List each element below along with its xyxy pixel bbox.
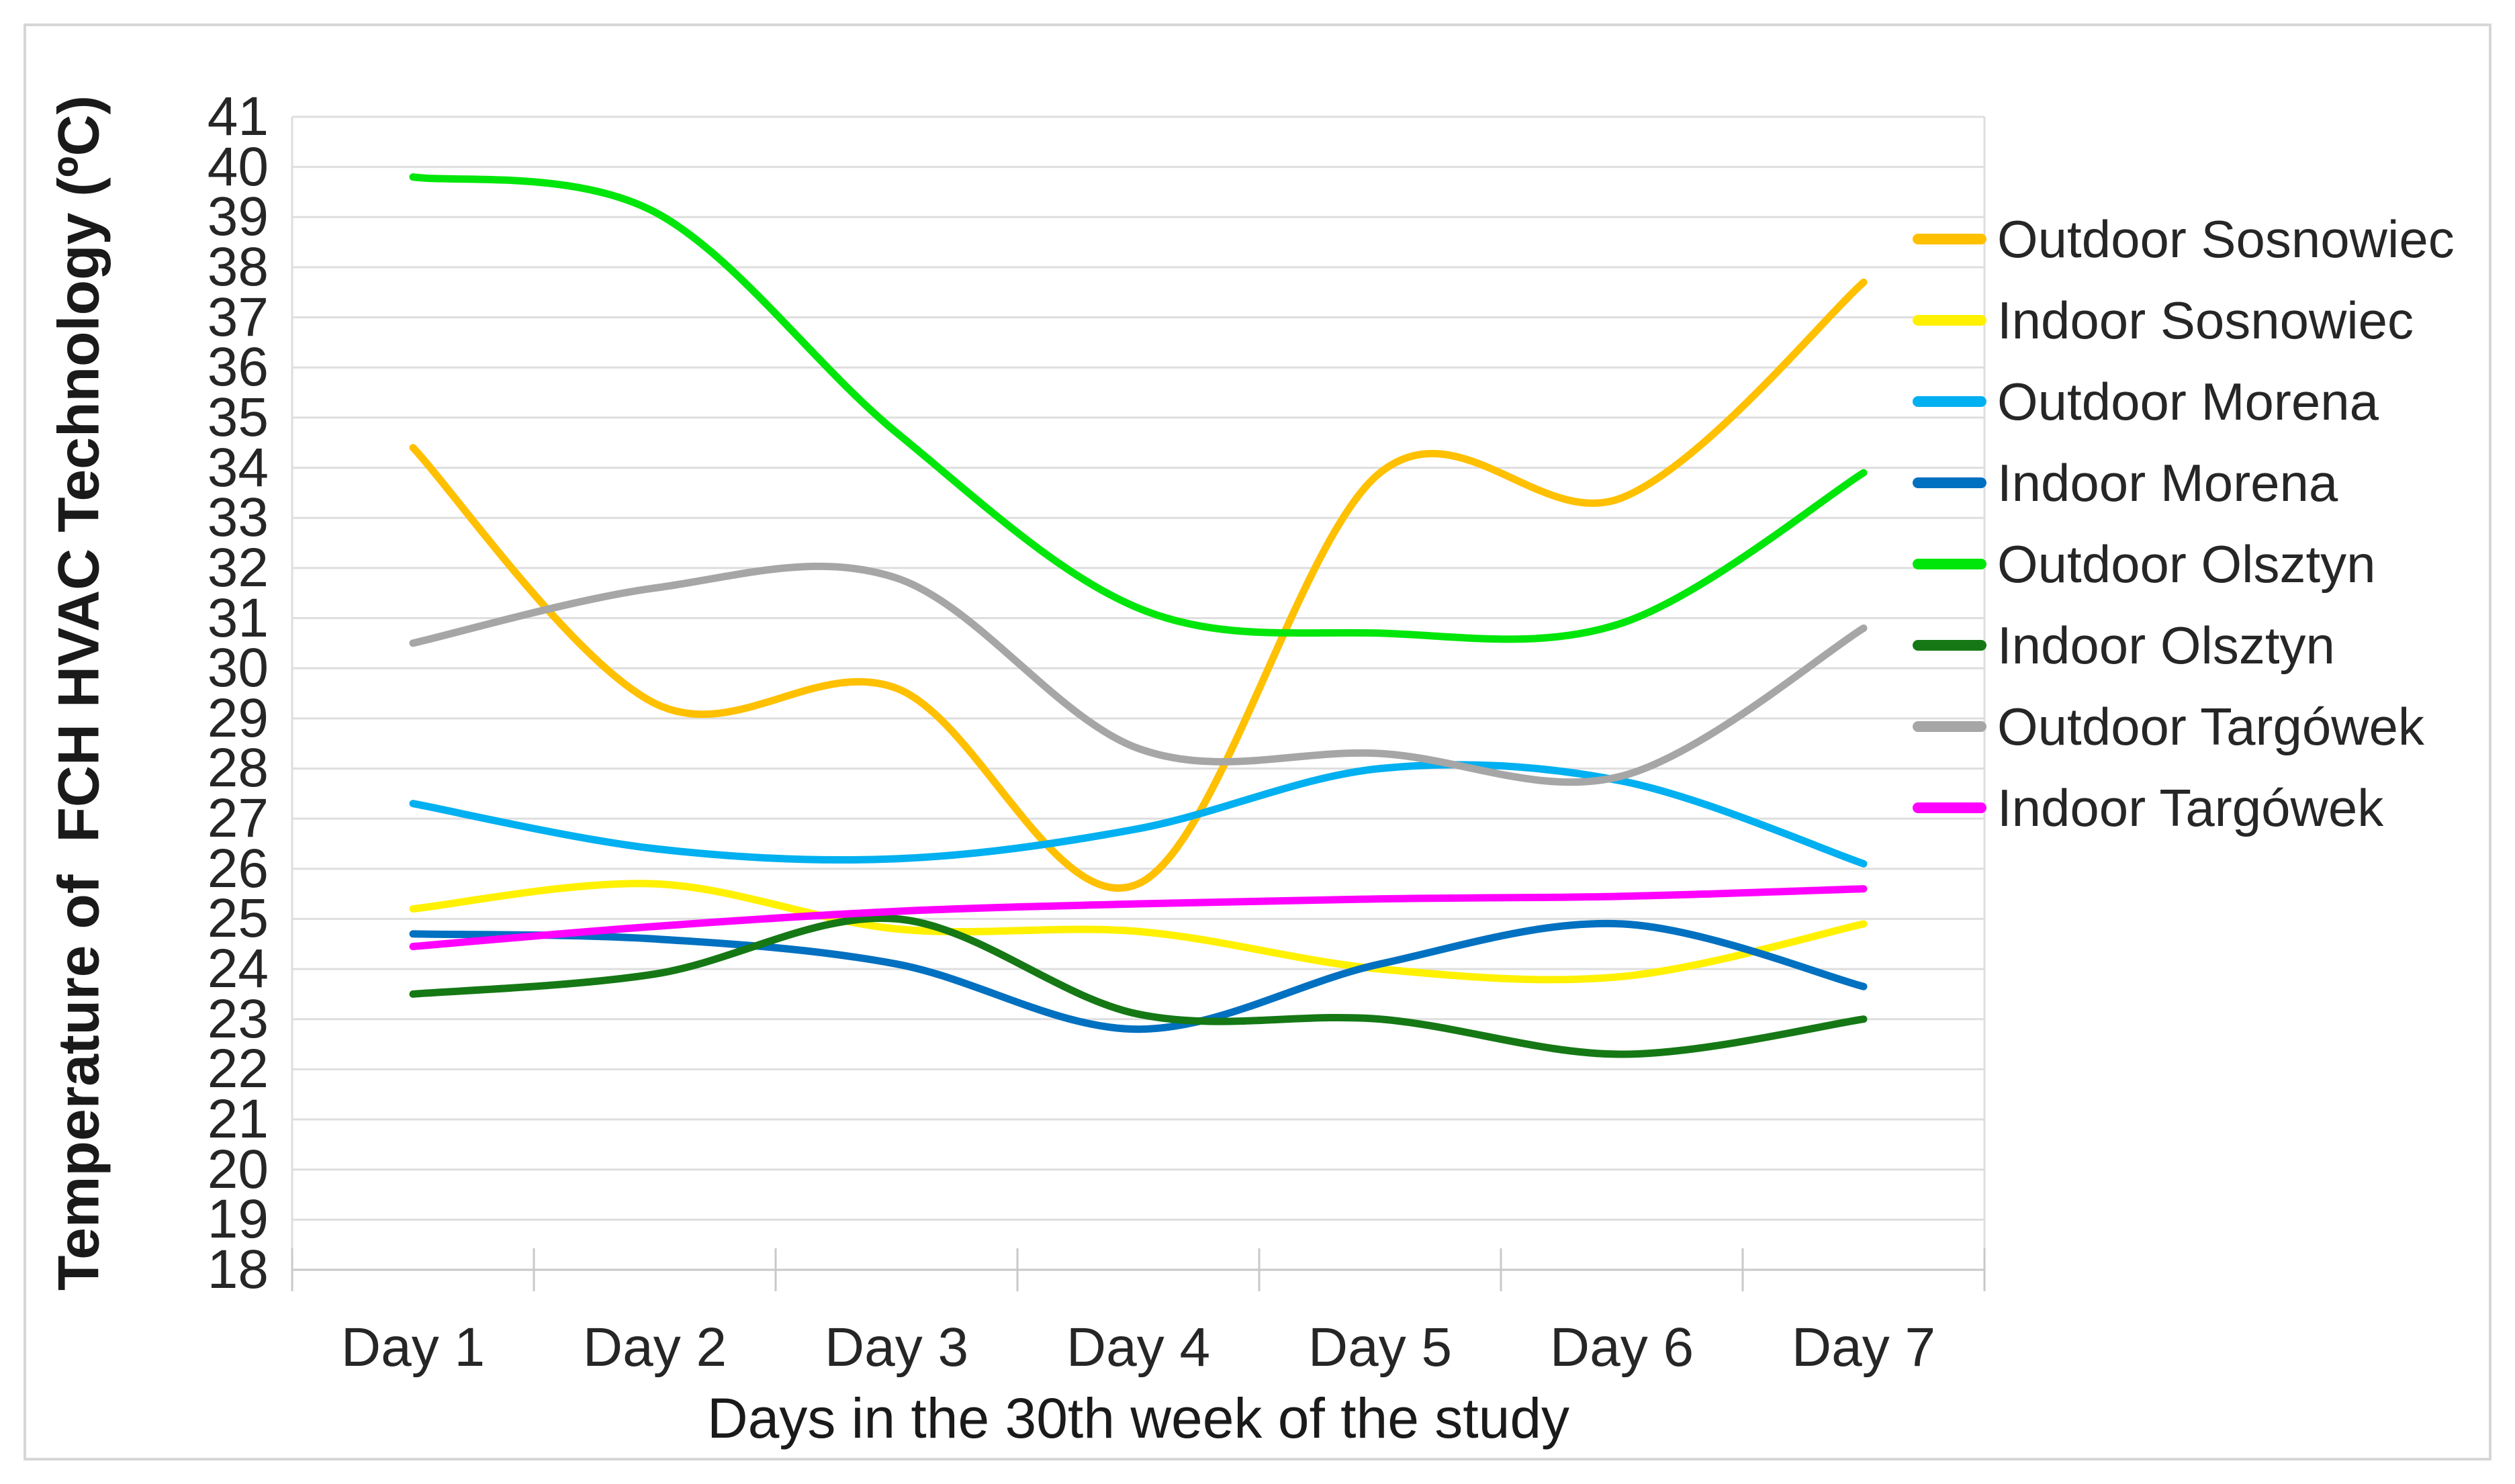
y-tick-label-20: 20 xyxy=(207,1138,269,1200)
legend-swatch-icon xyxy=(1913,315,1986,326)
x-tick-label-6: Day 6 xyxy=(1549,1317,1694,1378)
y-tick-label-41: 41 xyxy=(207,86,269,147)
y-tick-label-28: 28 xyxy=(207,737,269,799)
legend-item-3: Indoor Morena xyxy=(1913,446,2338,520)
y-tick-label-27: 27 xyxy=(207,788,269,849)
y-tick-label-36: 36 xyxy=(207,336,269,398)
legend-label: Outdoor Targówek xyxy=(1997,696,2424,756)
legend-label: Outdoor Morena xyxy=(1997,371,2379,431)
y-tick-label-31: 31 xyxy=(207,587,269,649)
x-tick-label-3: Day 3 xyxy=(824,1317,969,1378)
series-line-4 xyxy=(409,173,1868,643)
y-tick-label-32: 32 xyxy=(207,537,269,598)
y-tick-label-30: 30 xyxy=(207,637,269,699)
series-line-1 xyxy=(409,880,1868,984)
y-tick-label-38: 38 xyxy=(207,236,269,297)
y-tick-label-21: 21 xyxy=(207,1088,269,1150)
legend-swatch-icon xyxy=(1913,396,1986,407)
legend-label: Indoor Olsztyn xyxy=(1997,615,2335,675)
x-tick-label-2: Day 2 xyxy=(582,1317,727,1378)
legend-swatch-icon xyxy=(1913,721,1986,732)
y-tick-label-23: 23 xyxy=(207,988,269,1050)
legend-item-5: Indoor Olsztyn xyxy=(1913,608,2335,682)
y-tick-label-37: 37 xyxy=(207,286,269,348)
legend-label: Outdoor Sosnowiec xyxy=(1997,209,2455,269)
legend-item-0: Outdoor Sosnowiec xyxy=(1913,202,2455,276)
y-tick-label-19: 19 xyxy=(207,1189,269,1250)
legend-item-1: Indoor Sosnowiec xyxy=(1913,283,2414,357)
legend-item-7: Indoor Targówek xyxy=(1913,771,2383,845)
legend-swatch-icon xyxy=(1913,477,1986,488)
legend-label: Outdoor Olsztyn xyxy=(1997,534,2376,594)
y-tick-label-40: 40 xyxy=(207,136,269,197)
x-tick-label-1: Day 1 xyxy=(340,1317,486,1378)
y-tick-label-22: 22 xyxy=(207,1038,269,1100)
y-tick-label-29: 29 xyxy=(207,687,269,749)
legend-label: Indoor Targówek xyxy=(1997,778,2384,837)
y-tick-label-26: 26 xyxy=(207,837,269,899)
x-axis-title: Days in the 30th week of the study xyxy=(706,1387,1570,1450)
legend-swatch-icon xyxy=(1913,802,1986,813)
series-line-5 xyxy=(409,915,1868,1058)
legend-label: Indoor Morena xyxy=(1997,453,2338,512)
legend-item-6: Outdoor Targówek xyxy=(1913,690,2424,763)
legend-label: Indoor Sosnowiec xyxy=(1997,290,2414,350)
x-tick-label-5: Day 5 xyxy=(1308,1317,1453,1378)
x-tick-label-4: Day 4 xyxy=(1066,1317,1211,1378)
legend-item-4: Outdoor Olsztyn xyxy=(1913,527,2376,601)
series-line-2 xyxy=(409,761,1868,868)
legend-swatch-icon xyxy=(1913,559,1986,569)
series-line-3 xyxy=(409,919,1868,1033)
legend-swatch-icon xyxy=(1913,640,1986,651)
series-line-7 xyxy=(409,885,1868,950)
series-line-0 xyxy=(409,278,1868,892)
y-tick-label-25: 25 xyxy=(207,888,269,949)
y-tick-label-35: 35 xyxy=(207,386,269,448)
y-tick-label-33: 33 xyxy=(207,487,269,549)
y-tick-label-39: 39 xyxy=(207,186,269,248)
legend-item-2: Outdoor Morena xyxy=(1913,365,2379,438)
y-tick-label-24: 24 xyxy=(207,938,269,1000)
x-tick-label-7: Day 7 xyxy=(1791,1317,1936,1378)
legend-swatch-icon xyxy=(1913,234,1986,244)
y-axis-title: Temperature of FCH HVAC Technology (ºC) xyxy=(46,95,111,1291)
series-line-6 xyxy=(409,562,1868,786)
y-tick-label-34: 34 xyxy=(207,436,269,498)
y-tick-label-18: 18 xyxy=(207,1239,269,1300)
